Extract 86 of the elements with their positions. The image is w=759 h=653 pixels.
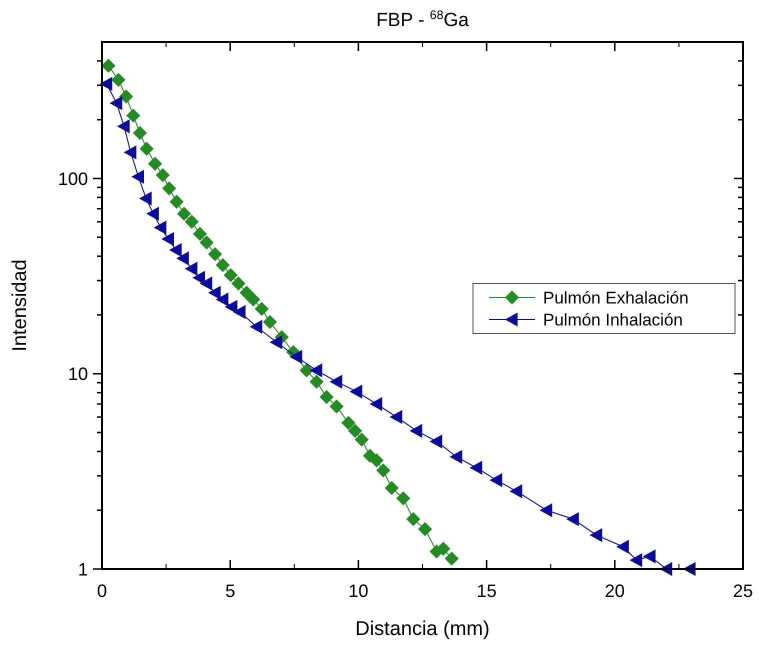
point: [192, 226, 207, 241]
point: [444, 552, 459, 566]
point: [540, 503, 552, 518]
point: [341, 416, 356, 430]
point: [310, 363, 322, 378]
point: [396, 491, 410, 506]
point: [270, 335, 282, 350]
point: [430, 434, 442, 448]
point: [162, 181, 176, 196]
legend-label: Pulmón Inhalación: [543, 310, 683, 330]
x-tick-label: 10: [348, 581, 368, 601]
point: [406, 512, 420, 526]
y-tick-label: 1: [78, 559, 88, 580]
point: [177, 206, 192, 221]
point: [320, 390, 334, 404]
point: [376, 463, 390, 478]
point: [490, 473, 502, 488]
point: [200, 236, 214, 250]
point: [262, 315, 277, 330]
point: [232, 305, 246, 320]
x-tick-label: 25: [732, 581, 754, 601]
point: [231, 276, 246, 290]
point: [630, 553, 642, 568]
point: [139, 191, 152, 206]
point: [132, 126, 147, 140]
point: [330, 374, 342, 389]
point: [101, 58, 116, 73]
point: [410, 424, 422, 438]
y-tick-label: 10: [68, 364, 88, 384]
point: [370, 453, 384, 468]
point: [450, 450, 462, 464]
point: [117, 119, 130, 134]
point: [140, 142, 154, 156]
point: [176, 251, 189, 266]
point: [148, 156, 162, 171]
point: [184, 262, 198, 276]
point: [250, 320, 262, 334]
point: [154, 220, 166, 235]
point: [642, 549, 656, 564]
x-axis-title: Distancia (mm): [355, 618, 490, 640]
point: [208, 247, 222, 262]
point: [390, 410, 402, 424]
point: [350, 384, 362, 399]
x-tick-label: 15: [476, 581, 497, 601]
point: [566, 512, 579, 526]
point: [590, 528, 602, 542]
point: [184, 214, 199, 229]
point: [384, 480, 399, 495]
point: [111, 72, 126, 87]
point: [131, 170, 144, 184]
y-axis-title: Intensidad: [9, 259, 31, 352]
x-tick-label: 20: [604, 581, 625, 601]
point: [169, 243, 182, 258]
point: [354, 432, 369, 447]
point: [300, 363, 314, 378]
point: [510, 484, 522, 498]
point: [170, 194, 184, 209]
point: [254, 302, 269, 316]
point: [310, 374, 324, 389]
point: [330, 399, 344, 414]
point: [124, 145, 136, 160]
point: [616, 540, 629, 554]
point: [224, 268, 238, 282]
point: [370, 396, 382, 411]
point: [348, 424, 362, 438]
point: [216, 258, 230, 272]
point: [110, 96, 122, 110]
point: [156, 168, 170, 182]
point: [100, 76, 112, 91]
x-tick-label: 0: [96, 581, 108, 601]
point: [240, 286, 254, 300]
x-tick-label: 5: [225, 581, 236, 601]
y-tick-label: 100: [58, 168, 88, 189]
point: [161, 232, 174, 246]
point: [290, 350, 302, 364]
point: [146, 206, 159, 221]
legend-label: Pulmón Exhalación: [543, 288, 689, 308]
point: [470, 460, 482, 475]
point: [418, 522, 432, 536]
point: [246, 292, 260, 306]
point: [119, 89, 134, 104]
point: [200, 276, 212, 290]
point: [126, 108, 140, 123]
point: [216, 292, 228, 306]
point: [208, 286, 221, 300]
chart-title: FBP - $^{68}$Ga: [376, 8, 470, 31]
